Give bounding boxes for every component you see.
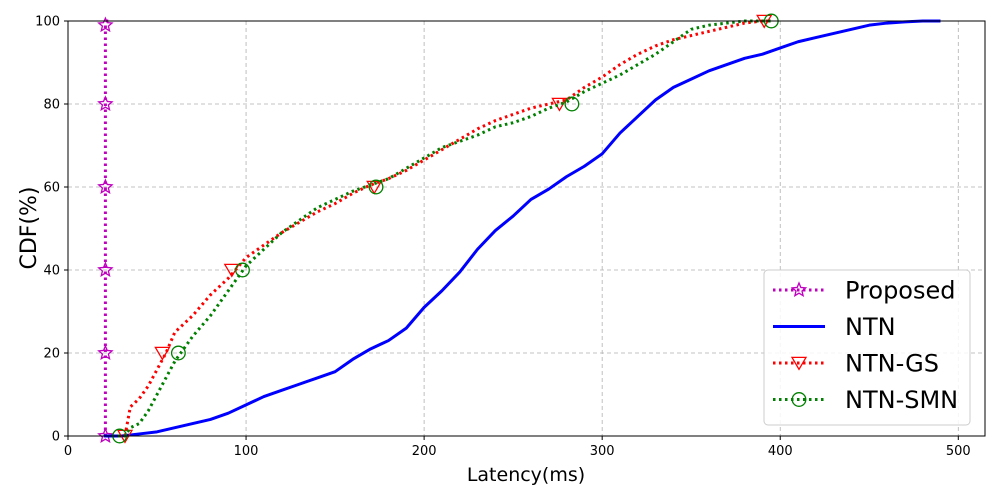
- legend-label: NTN-SMN: [845, 386, 958, 414]
- legend-marker: [791, 392, 807, 407]
- x-tick-label: 0: [64, 444, 72, 459]
- legend: Proposed NTN NTN-GS NTN-SMN: [763, 269, 971, 426]
- legend-item: NTN-GS: [773, 350, 939, 378]
- y-tick-label: 40: [43, 264, 60, 279]
- x-tick-label: 100: [234, 444, 259, 459]
- legend-label: Proposed: [845, 277, 956, 305]
- data-point-marker: [97, 261, 114, 278]
- series-line: [117, 19, 772, 438]
- x-tick-label: 400: [768, 444, 793, 459]
- data-point-marker: [235, 262, 250, 278]
- series-layer: [97, 13, 941, 444]
- axis-ticks: 0 100 200 300 400 500 0 20 40 60 80 100: [35, 15, 971, 460]
- data-point-marker: [170, 345, 186, 361]
- data-point-marker: [368, 179, 384, 195]
- series-proposed: [97, 16, 114, 444]
- x-axis-label: Latency(ms): [467, 464, 585, 486]
- y-tick-label: 100: [35, 15, 60, 30]
- series-ntn-gs: [116, 14, 773, 444]
- data-point-marker: [154, 346, 171, 361]
- legend-marker: [790, 281, 808, 298]
- series-ntn: [103, 19, 941, 438]
- data-point-marker: [97, 178, 114, 195]
- data-point-marker: [564, 96, 580, 112]
- y-tick-label: 20: [43, 347, 60, 362]
- y-tick-label: 60: [43, 181, 60, 196]
- y-axis-label: CDF(%): [17, 186, 42, 269]
- legend-box: [763, 269, 971, 426]
- y-tick-label: 80: [43, 98, 60, 113]
- legend-label: NTN: [845, 313, 896, 341]
- plot-area-frame: [67, 20, 986, 437]
- data-point-marker: [97, 16, 114, 33]
- series-line: [103, 19, 941, 438]
- x-tick-label: 300: [590, 444, 615, 459]
- series-ntn-smn: [112, 13, 779, 444]
- series-line: [103, 19, 111, 436]
- legend-item: NTN-SMN: [773, 386, 958, 414]
- legend-item: NTN: [773, 313, 896, 341]
- x-tick-label: 200: [412, 444, 437, 459]
- series-line: [123, 19, 772, 437]
- data-point-marker: [97, 427, 114, 444]
- legend-marker: [790, 356, 808, 371]
- legend-label: NTN-GS: [845, 350, 939, 378]
- data-point-marker: [97, 344, 114, 361]
- x-tick-label: 500: [946, 444, 971, 459]
- data-point-marker: [97, 95, 114, 112]
- data-point-marker: [366, 180, 383, 195]
- legend-item: Proposed: [773, 277, 956, 305]
- y-tick-label: 0: [52, 430, 60, 445]
